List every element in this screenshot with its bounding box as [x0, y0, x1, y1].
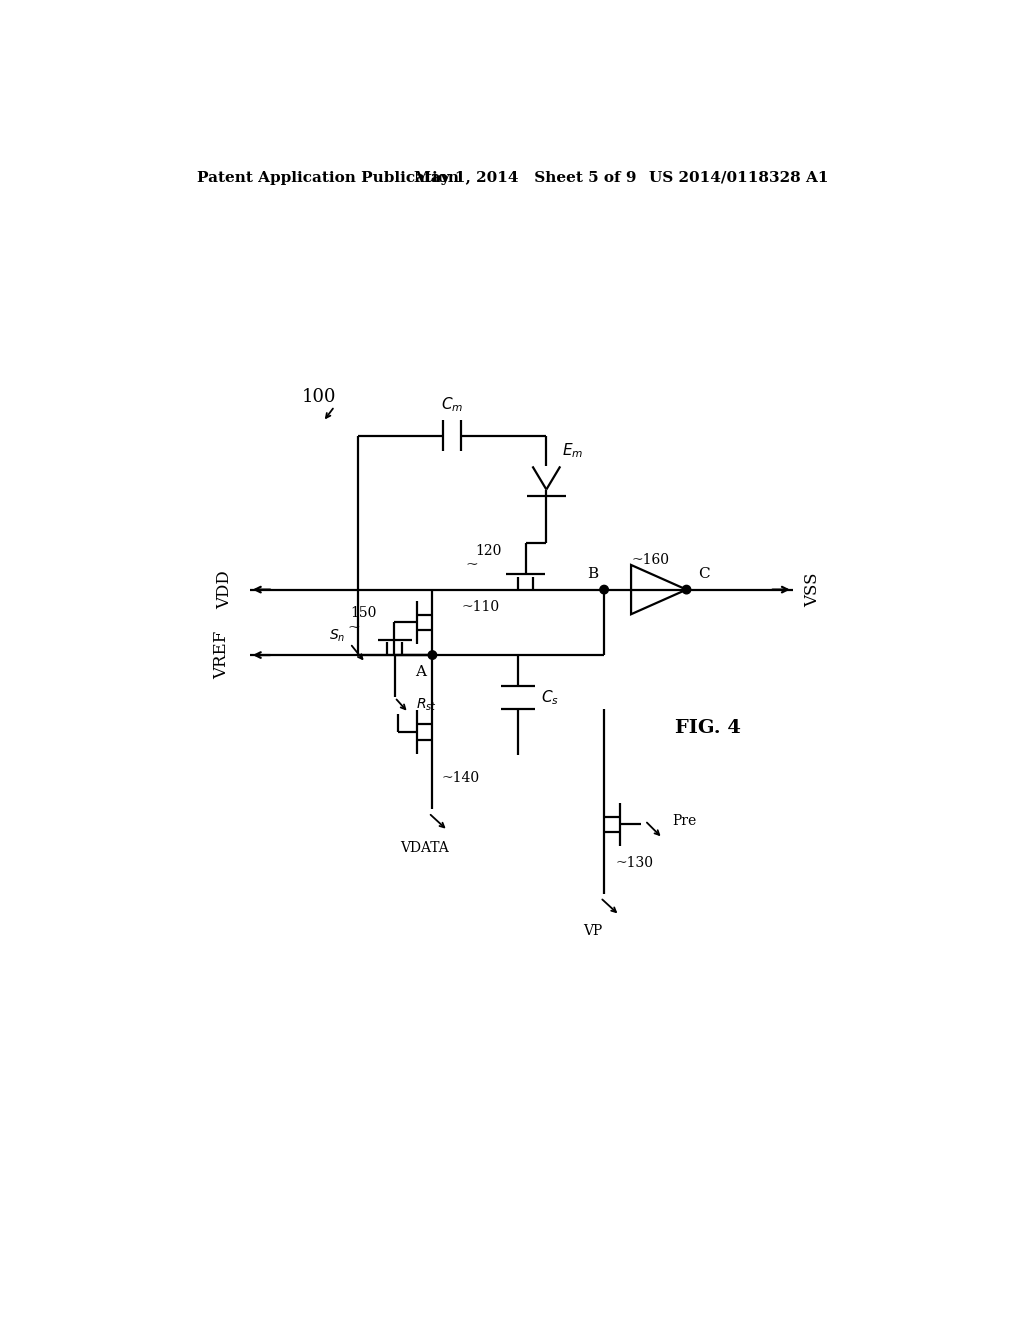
Text: ~: ~ [466, 558, 478, 572]
Text: $C_m$: $C_m$ [441, 396, 463, 414]
Text: Pre: Pre [672, 813, 696, 828]
Text: 120: 120 [475, 544, 502, 558]
Text: B: B [587, 568, 598, 581]
Text: VDD: VDD [216, 570, 233, 609]
Text: VDATA: VDATA [400, 841, 450, 854]
Circle shape [428, 651, 436, 659]
Text: ~160: ~160 [632, 553, 670, 568]
Text: $C_s$: $C_s$ [541, 688, 559, 706]
Text: VSS: VSS [804, 573, 821, 607]
Text: A: A [416, 665, 426, 678]
Text: 100: 100 [302, 388, 337, 407]
Text: FIG. 4: FIG. 4 [675, 719, 741, 737]
Text: $R_{st}$: $R_{st}$ [416, 697, 437, 713]
Text: Patent Application Publication: Patent Application Publication [197, 170, 459, 185]
Text: ~110: ~110 [462, 599, 500, 614]
Text: US 2014/0118328 A1: US 2014/0118328 A1 [649, 170, 828, 185]
Text: 150: 150 [350, 606, 377, 619]
Text: C: C [698, 568, 710, 581]
Text: ~140: ~140 [441, 771, 480, 785]
Text: VREF: VREF [213, 631, 230, 680]
Circle shape [600, 585, 608, 594]
Text: $E_m$: $E_m$ [562, 442, 583, 461]
Text: ~130: ~130 [615, 855, 653, 870]
Text: VP: VP [583, 924, 602, 937]
Text: May 1, 2014   Sheet 5 of 9: May 1, 2014 Sheet 5 of 9 [414, 170, 636, 185]
Text: ~: ~ [348, 622, 360, 635]
Text: $S_n$: $S_n$ [329, 627, 345, 644]
Circle shape [682, 585, 691, 594]
